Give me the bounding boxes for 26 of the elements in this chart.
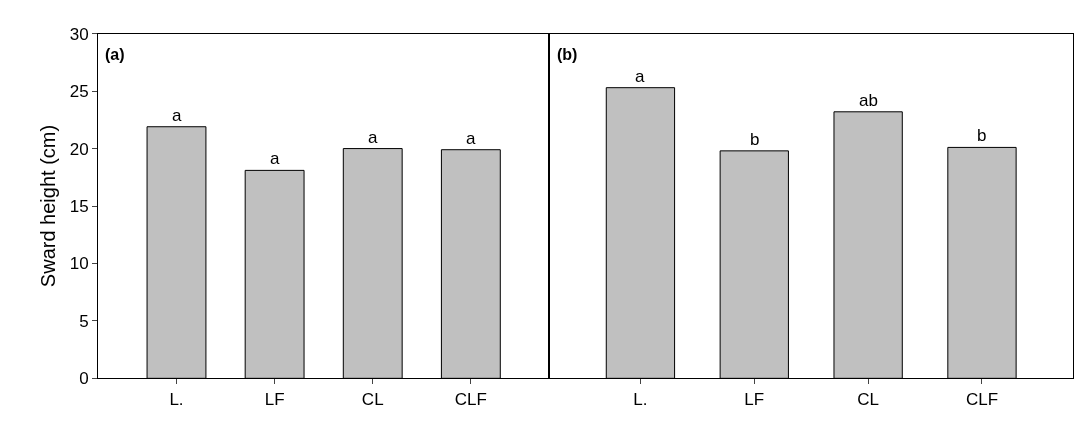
y-tick-label: 30: [69, 24, 89, 44]
x-tick-label: L.: [169, 389, 184, 409]
x-tick-label: CLF: [965, 389, 999, 409]
x-tick-label: CL: [361, 389, 384, 409]
x-tick-label: CLF: [454, 389, 487, 409]
x-tick-label: CL: [857, 389, 879, 409]
text: (b): [557, 46, 578, 63]
annotation: a: [270, 149, 280, 168]
annotation: a: [368, 128, 378, 147]
annotation: a: [466, 129, 476, 148]
y-tick-label: 20: [69, 139, 89, 159]
y-tick-label: 0: [79, 369, 89, 389]
x-tick-label: L.: [633, 389, 648, 409]
x-tick-label: LF: [744, 389, 765, 409]
y-tick-label: 5: [79, 311, 89, 331]
y-tick-label: 10: [69, 254, 89, 274]
text: (a): [105, 46, 125, 63]
y-axis-title: Sward height (cm): [37, 124, 60, 288]
annotation: a: [172, 106, 182, 125]
x-tick-label: LF: [264, 389, 285, 409]
annotation: b: [977, 126, 987, 145]
annotation: a: [635, 67, 645, 86]
annotation: b: [750, 130, 760, 149]
y-tick-label: 15: [69, 196, 89, 216]
y-tick-label: 25: [69, 82, 89, 102]
annotation: ab: [859, 91, 878, 110]
